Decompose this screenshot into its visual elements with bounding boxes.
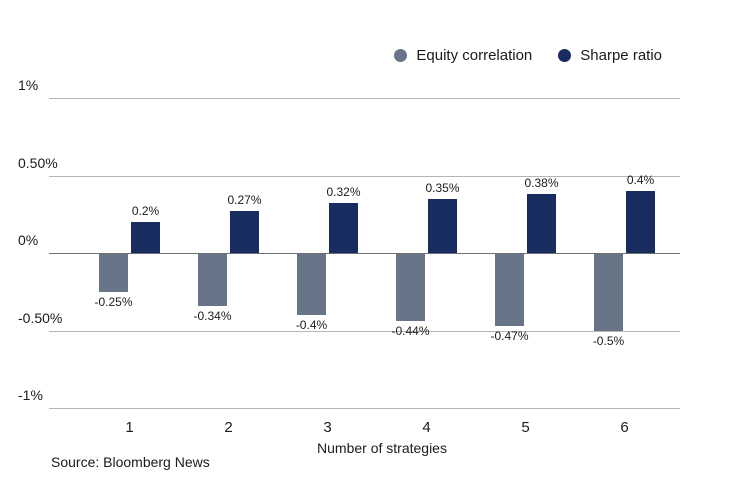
bar-value-label: 0.35%: [425, 180, 460, 195]
bar-sharpe-ratio-4: [428, 198, 457, 253]
bar-equity-correlation-6: [594, 253, 623, 331]
bar-value-label: -0.44%: [391, 324, 430, 339]
source-note: Source: Bloomberg News: [51, 454, 210, 470]
y-tick-label: -1%: [18, 387, 43, 403]
legend-label: Equity correlation: [416, 47, 533, 64]
gridline: [49, 253, 680, 254]
legend-item-equity-correlation: Equity correlation: [394, 46, 532, 65]
legend-item-sharpe-ratio: Sharpe ratio: [558, 46, 662, 65]
bar-sharpe-ratio-1: [131, 222, 160, 253]
x-tick-label: 5: [521, 419, 530, 436]
bar-value-label: 0.32%: [326, 185, 361, 200]
x-tick-label: 2: [224, 419, 233, 436]
y-tick-label: 1%: [18, 77, 39, 93]
bar-value-label: 0.27%: [227, 193, 262, 208]
bar-value-label: -0.47%: [490, 328, 529, 343]
y-tick-label: 0.50%: [18, 154, 58, 171]
bar-equity-correlation-3: [297, 253, 326, 315]
bar-value-label: -0.25%: [94, 294, 133, 309]
gridline: [49, 98, 680, 99]
bar-value-label: 0.2%: [131, 204, 160, 218]
bar-sharpe-ratio-3: [329, 203, 358, 253]
bar-value-label: -0.5%: [592, 333, 625, 348]
bar-equity-correlation-1: [99, 253, 128, 292]
bar-sharpe-ratio-2: [230, 211, 259, 253]
x-tick-label: 3: [323, 419, 332, 436]
x-tick-label: 4: [422, 419, 431, 436]
bar-equity-correlation-4: [396, 253, 425, 322]
bar-equity-correlation-2: [198, 253, 227, 306]
bar-value-label: 0.4%: [626, 173, 655, 187]
bar-equity-correlation-5: [495, 253, 524, 326]
bar-sharpe-ratio-6: [626, 191, 655, 253]
bar-value-label: -0.4%: [295, 318, 328, 332]
gridline: [49, 175, 680, 177]
legend-marker-icon: [394, 49, 408, 62]
y-tick-label: 0%: [18, 232, 39, 248]
y-tick-label: -0.50%: [18, 309, 63, 326]
gridline: [49, 408, 680, 409]
legend-label: Sharpe ratio: [580, 47, 662, 64]
x-tick-label: 1: [125, 419, 134, 436]
bar-sharpe-ratio-5: [527, 194, 556, 253]
gridline: [49, 330, 680, 332]
bar-value-label: -0.34%: [193, 308, 232, 323]
x-tick-label: 6: [620, 419, 629, 436]
chart-legend: Equity correlation Sharpe ratio: [0, 46, 740, 65]
x-axis-title: Number of strategies: [317, 440, 447, 456]
bar-value-label: 0.38%: [524, 176, 559, 191]
legend-marker-icon: [558, 49, 572, 62]
